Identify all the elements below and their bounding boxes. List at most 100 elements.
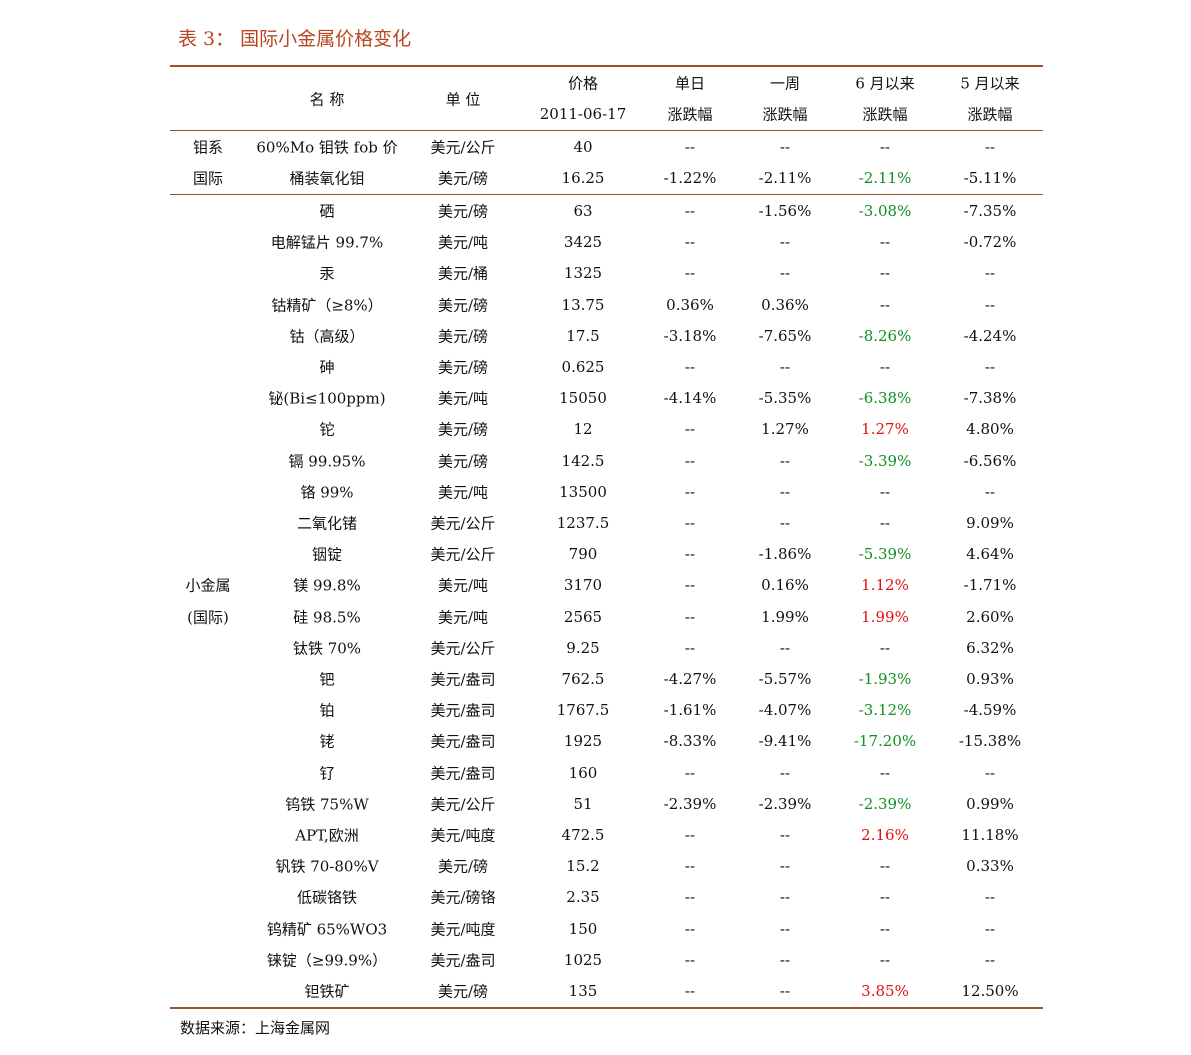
cell: -- [684, 451, 696, 470]
cell: -1.86% [758, 545, 812, 564]
cell: 472.5 [561, 826, 605, 844]
cell: 铼锭（≥99.9%） [266, 951, 388, 970]
cell: 40 [573, 138, 593, 156]
cell: 142.5 [561, 451, 605, 470]
cell: -4.24% [963, 326, 1017, 345]
cell: -- [684, 420, 696, 439]
cell: 钒铁 70-80%V [275, 857, 379, 876]
cell: 1025 [563, 950, 603, 969]
cell: -- [684, 202, 696, 220]
cell: -15.38% [958, 732, 1022, 751]
cell: 60%Mo 钼铁 fob 价 [256, 138, 398, 157]
cell: -1.22% [663, 169, 717, 187]
cell: 美元/盎司 [430, 951, 496, 970]
cell: -- [684, 982, 696, 1000]
cell: -0.72% [963, 233, 1017, 252]
cell: -9.41% [758, 732, 812, 751]
cell: 美元/吨度 [430, 826, 496, 845]
cell: 美元/吨 [437, 608, 489, 627]
cell: -1.93% [858, 670, 912, 688]
cell: 美元/磅 [437, 982, 489, 1001]
cell: -- [879, 888, 891, 907]
cell: -- [684, 138, 696, 156]
cell: -- [879, 638, 891, 657]
cell: -- [779, 638, 791, 657]
cell: -- [984, 763, 996, 782]
cell: 美元/磅 [437, 452, 489, 471]
cell: 0.99% [966, 794, 1014, 813]
cell: -- [984, 482, 996, 501]
cell: -- [879, 950, 891, 969]
cell: 美元/磅铬 [430, 888, 496, 907]
cell: -8.26% [858, 326, 912, 345]
cell: 美元/吨度 [430, 920, 496, 939]
cell: 铊 [319, 420, 335, 439]
cell: 钯 [319, 670, 335, 689]
table-title: 表 3： 国际小金属价格变化 [178, 28, 412, 50]
cell: -- [684, 919, 696, 938]
cell: 0.16% [761, 576, 809, 595]
cell: -7.35% [963, 202, 1017, 220]
header-cell: 单日 [674, 74, 706, 93]
cell: -- [779, 826, 791, 844]
cell: 0.625 [561, 358, 605, 376]
cell: -3.39% [858, 451, 912, 470]
cell: 钛铁 70% [292, 639, 362, 658]
cell: 砷 [319, 358, 335, 377]
cell: 0.36% [666, 295, 714, 314]
group-rule [170, 194, 1043, 195]
cell: -- [984, 919, 996, 938]
cell: -- [684, 545, 696, 564]
bottom-rule [170, 1007, 1043, 1009]
cell: 美元/盎司 [430, 670, 496, 689]
cell: 美元/盎司 [430, 764, 496, 783]
cell: -- [779, 763, 791, 782]
cell: 1.27% [761, 420, 809, 439]
cell: -- [879, 857, 891, 876]
cell: 二氧化锗 [296, 514, 358, 533]
cell: -- [879, 295, 891, 314]
header-rule [170, 130, 1043, 131]
cell: -- [684, 950, 696, 969]
cell: 美元/吨 [437, 483, 489, 502]
cell: -- [684, 514, 696, 532]
cell: APT,欧洲 [295, 826, 359, 845]
cell: -17.20% [853, 732, 917, 751]
cell: 美元/磅 [437, 857, 489, 876]
cell: 钽铁矿 [304, 982, 350, 1001]
cell: 美元/公斤 [430, 639, 496, 658]
cell: 铬 99% [300, 483, 354, 502]
cell: -- [684, 826, 696, 844]
cell: 150 [568, 919, 598, 938]
cell: 6.32% [966, 638, 1014, 657]
cell: -- [684, 607, 696, 626]
cell: 135 [568, 982, 598, 1000]
cell: -- [684, 638, 696, 657]
cell: -5.35% [758, 389, 812, 408]
cell: 美元/盎司 [430, 701, 496, 720]
cell: -1.61% [663, 701, 717, 720]
cell: -- [684, 857, 696, 876]
cell: -- [684, 233, 696, 252]
cell: 硒 [319, 202, 335, 221]
cell: 4.80% [966, 420, 1014, 439]
cell: -- [779, 233, 791, 252]
cell: -4.14% [663, 389, 717, 408]
cell: 美元/磅 [437, 169, 489, 188]
cell: 铂 [319, 701, 335, 720]
cell: 1325 [563, 264, 603, 283]
cell: -3.08% [858, 202, 912, 220]
cell: 汞 [319, 264, 335, 283]
cell: 美元/公斤 [430, 514, 496, 533]
header-cell: 涨跌幅 [762, 105, 808, 124]
cell: -7.38% [963, 389, 1017, 408]
cell: 1.27% [861, 420, 909, 439]
cell: 12 [573, 420, 593, 439]
cell: -- [984, 358, 996, 376]
cell: 美元/公斤 [430, 138, 496, 157]
cell: -1.71% [963, 576, 1017, 595]
cell: -- [984, 264, 996, 283]
cell: 15050 [559, 389, 607, 408]
cell: 桶装氧化钼 [289, 169, 365, 188]
header-cell: 价格 [567, 74, 599, 93]
